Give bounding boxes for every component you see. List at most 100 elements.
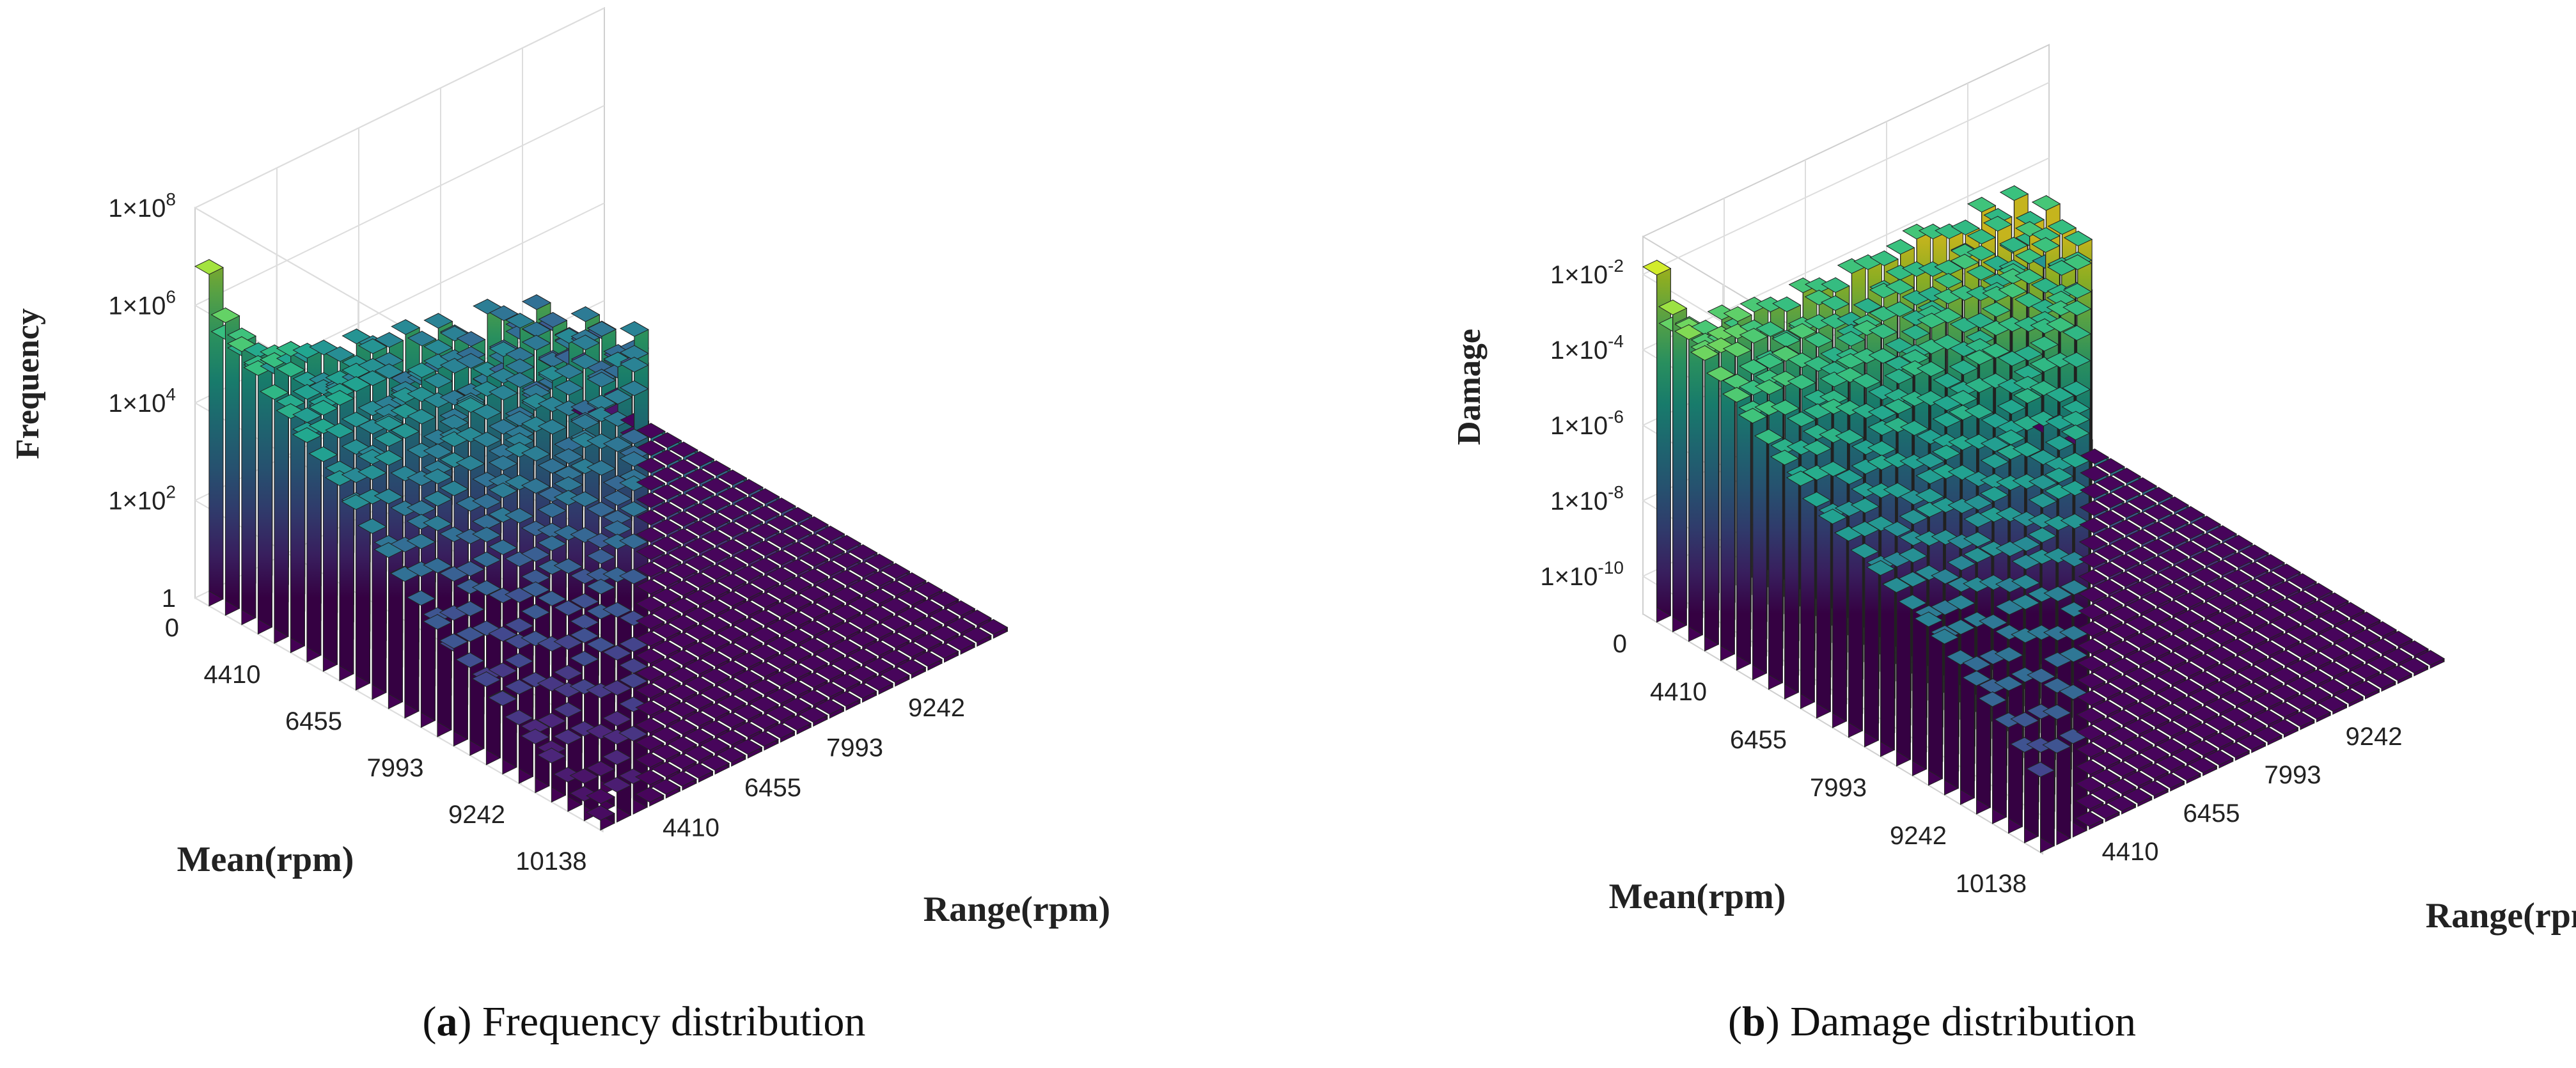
bar-23-17: [2286, 694, 2316, 713]
bar-22-5: [634, 752, 664, 773]
bar-21-13: [750, 679, 780, 699]
bar-24-3: [2075, 811, 2104, 830]
bar-20-8: [651, 709, 681, 730]
bar-18-18: [782, 611, 812, 631]
bar-20-23: [897, 589, 927, 609]
bar-17-0: [1913, 611, 1944, 786]
bar-24-18: [2318, 696, 2348, 715]
bar-9-23: [2160, 514, 2189, 533]
bar-19-14: [2173, 679, 2203, 698]
bar-10-24: [750, 488, 780, 508]
mean-tick-label: 9242: [1890, 822, 1947, 850]
z-axis-label: Frequency: [10, 308, 46, 459]
mean-tick-label: 0: [1613, 630, 1627, 658]
bar-24-0: [2025, 761, 2055, 853]
bar-8-22: [685, 485, 715, 506]
bar-13-19: [2158, 583, 2188, 602]
bar-7-24: [701, 460, 731, 480]
bar-22-14: [2221, 707, 2250, 726]
bar-24-12: [782, 714, 812, 735]
bar-24-11: [2204, 750, 2234, 769]
bar-22-24: [946, 600, 976, 620]
bar-15-21: [783, 558, 813, 579]
bar-24-19: [2334, 688, 2364, 707]
bar-22-13: [766, 688, 796, 709]
bar-24-22: [2383, 665, 2413, 684]
bar-8-0: [1770, 450, 1800, 700]
frequency-3d-bar-chart: 1×108 1×106 1×104 1×102 10 4410 6455 7993 9242 10…: [10, 6, 1110, 929]
bar-19-23: [2320, 609, 2349, 629]
bar-24-7: [2139, 780, 2169, 799]
bar-13-22: [2207, 560, 2237, 579]
bar-14-13: [635, 613, 665, 634]
bar-19-15: [750, 644, 780, 664]
bar-9-23: [718, 487, 748, 507]
bar-17-10: [635, 665, 665, 686]
bar-4-0: [1706, 366, 1736, 661]
bar-24-18: [880, 666, 910, 687]
bar-2-0: [226, 336, 256, 625]
bar-16-0: [1897, 594, 1928, 776]
bar-19-21: [2287, 625, 2316, 644]
bar-13-23: [2224, 552, 2253, 571]
bar-20-19: [831, 621, 861, 641]
bar-21-11: [717, 695, 747, 715]
bar-23-16: [831, 673, 861, 694]
bar-16-19: [2206, 611, 2236, 631]
bar-15-18: [734, 583, 764, 603]
bar-20-7: [635, 717, 665, 737]
bar-14-17: [2142, 608, 2172, 627]
bar-16-11: [2077, 673, 2106, 692]
bar-24-10: [2188, 757, 2218, 776]
bar-16-20: [2222, 604, 2252, 623]
bar-3-0: [243, 360, 273, 635]
bar-3-0: [1690, 345, 1720, 652]
bar-20-21: [864, 605, 894, 625]
bar-1-0: [210, 307, 240, 616]
bar-10-24: [2192, 515, 2221, 535]
mean-tick-label: 6455: [285, 707, 342, 735]
bar-18-11: [668, 666, 698, 687]
bar-24-9: [733, 739, 763, 759]
panel-frequency: 1×108 1×106 1×104 1×102 1 0 4410 6455 7993 9242 10…: [10, 6, 1110, 1045]
bar-18-21: [2271, 615, 2300, 634]
z-tick-label: 1×106: [108, 287, 176, 320]
bar-18-9: [2076, 707, 2105, 726]
bar-6-24: [2128, 477, 2157, 496]
bar-23-1: [586, 788, 616, 813]
bar-6-0: [292, 427, 322, 663]
bar-10-20: [2126, 546, 2156, 565]
bar-24-21: [2367, 673, 2396, 692]
bar-20-18: [2254, 657, 2284, 677]
bar-21-6: [2075, 759, 2105, 778]
bar-24-6: [2123, 788, 2153, 807]
bar-11-0: [1818, 508, 1848, 728]
bar-22-13: [2205, 715, 2234, 734]
bar-24-5: [2107, 796, 2137, 815]
bar-9-0: [1786, 470, 1816, 709]
bar-23-12: [766, 705, 796, 726]
bar-24-1: [2042, 737, 2071, 845]
bar-14-16: [2126, 615, 2155, 634]
bar-19-16: [2206, 663, 2235, 682]
bar-18-12: [2124, 684, 2155, 703]
bar-19-10: [2108, 709, 2138, 728]
z-tick-label: 1×102: [108, 482, 176, 515]
caption-text: Frequency distribution: [471, 998, 866, 1045]
bar-9-0: [341, 494, 371, 691]
bar-24-4: [651, 778, 681, 799]
bar-24-20: [2350, 680, 2380, 700]
bar-18-15: [733, 634, 763, 655]
mean-tick-label: 10138: [515, 847, 586, 876]
bar-4-24: [2096, 458, 2125, 477]
bar-15-0: [1881, 577, 1912, 767]
range-tick-label: 7993: [2265, 761, 2321, 789]
mean-tick-label: 0: [165, 614, 179, 642]
bar-23-23: [946, 617, 976, 638]
range-axis-label: Range(rpm): [2426, 896, 2576, 936]
bar-22-22: [2351, 646, 2381, 665]
bar-23-19: [2318, 679, 2348, 698]
bar-24-1: [602, 776, 632, 823]
bar-19-18: [799, 620, 829, 640]
mean-axis-label: Mean(rpm): [1609, 877, 1786, 916]
